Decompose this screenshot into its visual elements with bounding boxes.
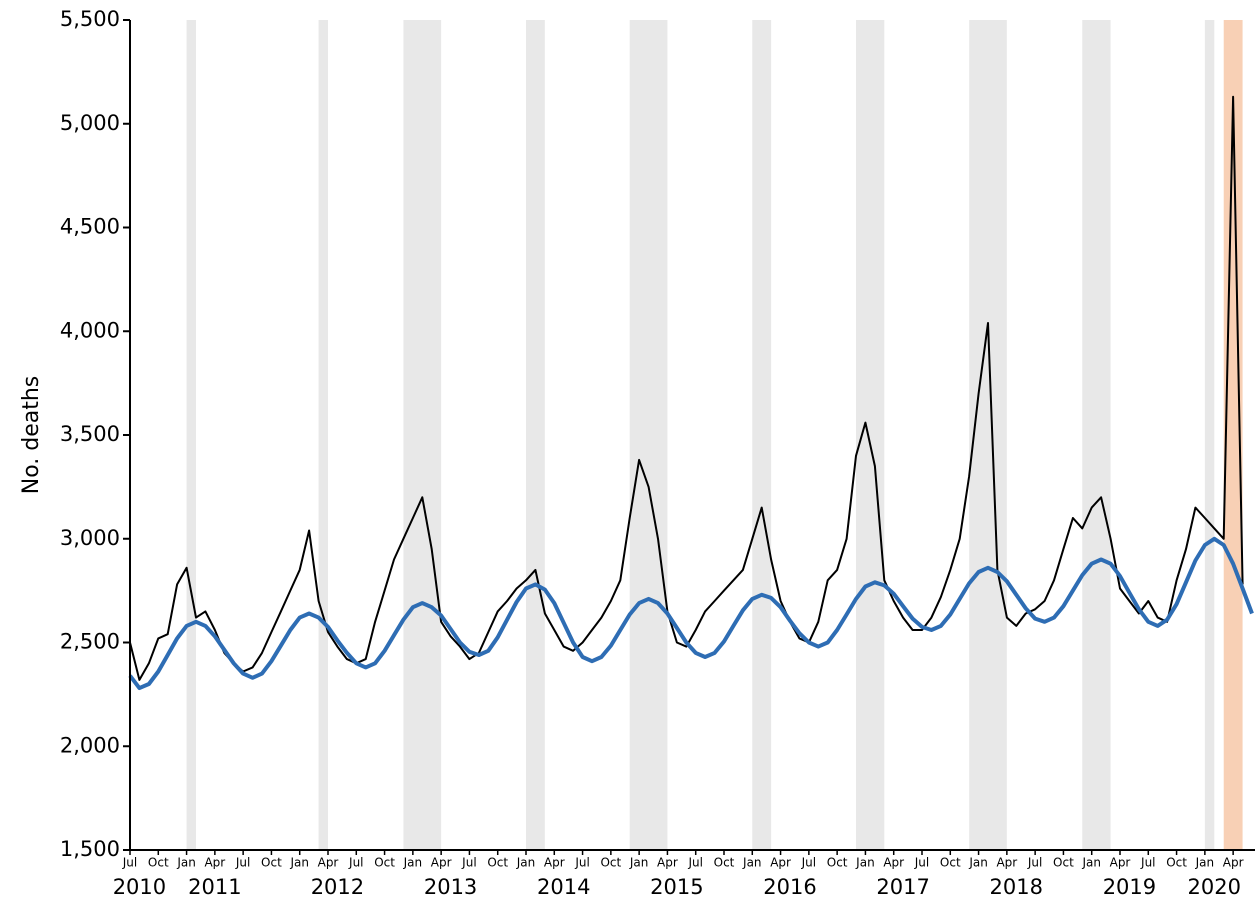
x-tick-label: Jan — [516, 856, 536, 870]
year-label: 2012 — [311, 875, 364, 897]
year-label: 2010 — [113, 875, 166, 897]
x-tick-label: Jan — [289, 856, 309, 870]
y-tick-label: 3,000 — [60, 526, 120, 550]
x-tick-label: Jul — [122, 856, 137, 870]
series-line — [129, 95, 1244, 681]
y-tick-label: 2,500 — [60, 630, 120, 654]
shaded-period — [1082, 20, 1111, 850]
shaded-period — [856, 20, 885, 850]
y-tick-label: 4,500 — [60, 215, 120, 239]
x-tick-label: Oct — [714, 856, 735, 870]
year-label: 2011 — [188, 875, 241, 897]
shaded-period — [1204, 20, 1215, 850]
x-tick-label: Jan — [1081, 856, 1101, 870]
x-tick-label: Apr — [657, 856, 678, 870]
year-label: 2013 — [424, 875, 477, 897]
x-tick-label: Apr — [770, 856, 791, 870]
shaded-period — [318, 20, 328, 850]
x-tick-label: Oct — [487, 856, 508, 870]
x-tick-label: Jul — [461, 856, 476, 870]
x-tick-label: Jan — [855, 856, 875, 870]
shaded-period — [526, 20, 545, 850]
y-tick-label: 4,000 — [60, 318, 120, 342]
year-label: 2014 — [537, 875, 590, 897]
x-tick-label: Apr — [1223, 856, 1244, 870]
shaded-period — [969, 20, 1007, 850]
x-tick-label: Oct — [600, 856, 621, 870]
shaded-period — [186, 20, 196, 850]
y-tick-label: 3,500 — [60, 422, 120, 446]
x-tick-label: Oct — [827, 856, 848, 870]
shaded-period — [403, 20, 442, 850]
x-tick-label: Jan — [1195, 856, 1215, 870]
y-axis-label: No. deaths — [19, 376, 44, 495]
x-tick-label: Oct — [261, 856, 282, 870]
x-tick-label: Jul — [914, 856, 929, 870]
x-tick-label: Jul — [348, 856, 363, 870]
x-tick-label: Jul — [1027, 856, 1042, 870]
x-tick-label: Apr — [1110, 856, 1131, 870]
shaded-period — [629, 20, 668, 850]
x-tick-label: Jan — [629, 856, 649, 870]
x-tick-label: Apr — [883, 856, 904, 870]
x-tick-label: Jul — [574, 856, 589, 870]
year-label: 2018 — [990, 875, 1043, 897]
year-label: 2020 — [1188, 875, 1241, 897]
x-tick-label: Oct — [940, 856, 961, 870]
x-tick-label: Jul — [235, 856, 250, 870]
x-tick-label: Oct — [1166, 856, 1187, 870]
y-tick-label: 2,000 — [60, 733, 120, 757]
year-label: 2016 — [763, 875, 816, 897]
x-tick-label: Apr — [431, 856, 452, 870]
x-tick-label: Apr — [204, 856, 225, 870]
x-tick-label: Oct — [148, 856, 169, 870]
x-tick-label: Apr — [544, 856, 565, 870]
x-tick-label: Apr — [318, 856, 339, 870]
y-tick-label: 5,000 — [60, 111, 120, 135]
x-tick-label: Apr — [996, 856, 1017, 870]
x-tick-label: Oct — [1053, 856, 1074, 870]
year-label: 2019 — [1103, 875, 1156, 897]
y-tick-label: 5,500 — [60, 7, 120, 31]
series-line — [128, 536, 1254, 691]
x-tick-label: Jul — [1140, 856, 1155, 870]
y-tick-label: 1,500 — [60, 837, 120, 861]
x-tick-label: Jul — [687, 856, 702, 870]
x-tick-label: Jul — [801, 856, 816, 870]
x-tick-label: Jan — [176, 856, 196, 870]
x-tick-label: Jan — [968, 856, 988, 870]
year-label: 2015 — [650, 875, 703, 897]
x-tick-label: Oct — [374, 856, 395, 870]
shaded-period — [1223, 20, 1243, 850]
x-tick-label: Jan — [742, 856, 762, 870]
x-tick-label: Jan — [403, 856, 423, 870]
shaded-period — [752, 20, 772, 850]
year-label: 2017 — [876, 875, 929, 897]
